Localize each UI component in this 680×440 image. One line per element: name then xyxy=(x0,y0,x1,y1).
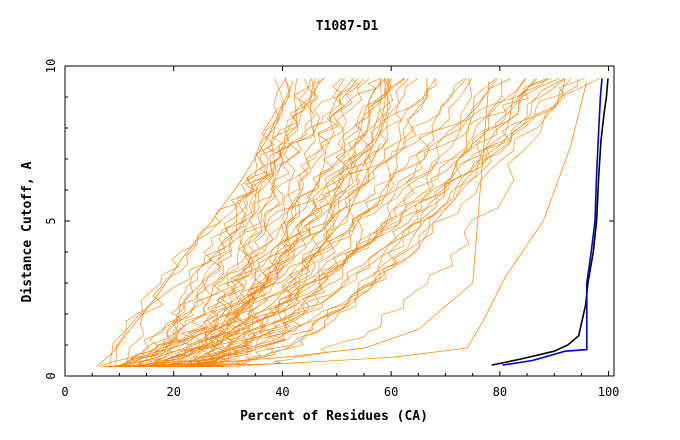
model-curve xyxy=(184,78,579,367)
x-tick-label: 80 xyxy=(493,385,507,399)
model-curve xyxy=(135,78,437,367)
model-curve xyxy=(205,78,552,367)
model-curve xyxy=(111,143,381,368)
y-tick-label: 5 xyxy=(44,217,58,224)
y-tick-label: 10 xyxy=(44,59,58,73)
model-curve xyxy=(162,78,503,367)
x-tick-label: 40 xyxy=(275,385,289,399)
model-curve xyxy=(130,78,526,367)
model-curve xyxy=(206,78,382,367)
model-curve xyxy=(174,78,473,367)
model-curve xyxy=(108,78,527,367)
model-curve xyxy=(135,78,566,367)
model-curve xyxy=(130,78,406,367)
highlight-curve xyxy=(502,78,603,366)
model-curve xyxy=(118,78,498,367)
model-curve xyxy=(206,78,566,367)
model-curve xyxy=(169,78,536,367)
model-curve xyxy=(96,81,294,367)
x-tick-label: 60 xyxy=(384,385,398,399)
model-curve xyxy=(173,81,588,368)
ticks-layer: 0 20 40 60 80 100 0 5 10 xyxy=(44,59,619,399)
model-curve xyxy=(157,78,405,367)
plot-frame xyxy=(64,65,615,377)
model-curve xyxy=(141,78,309,367)
model-curve xyxy=(132,78,343,367)
model-curve xyxy=(149,78,390,367)
model-curve xyxy=(209,78,409,367)
chart-title: T1087-D1 xyxy=(316,19,379,34)
series-layer xyxy=(96,78,609,368)
model-curve xyxy=(123,78,287,367)
highlight-curve xyxy=(491,78,609,366)
model-curve xyxy=(177,78,364,367)
model-curve xyxy=(108,78,354,367)
model-curve xyxy=(177,78,384,367)
model-curve xyxy=(114,78,560,367)
model-curve xyxy=(168,78,390,367)
model-curve xyxy=(129,78,316,367)
model-curve xyxy=(155,78,565,367)
model-curve xyxy=(150,78,468,367)
model-curve xyxy=(118,78,291,367)
model-curve xyxy=(183,78,497,367)
x-tick-label: 20 xyxy=(166,385,180,399)
model-curve xyxy=(121,78,511,367)
model-curve xyxy=(137,78,358,367)
model-curve xyxy=(193,78,323,367)
x-axis-label: Percent of Residues (CA) xyxy=(240,409,428,424)
x-tick-label: 0 xyxy=(61,385,68,399)
model-curve xyxy=(109,78,548,367)
model-curve xyxy=(189,78,428,367)
model-curve xyxy=(115,78,382,367)
model-curve xyxy=(151,78,585,367)
x-tick-label: 100 xyxy=(598,385,620,399)
model-curve xyxy=(200,78,387,367)
model-curve xyxy=(104,78,538,367)
model-curve xyxy=(161,78,429,367)
model-curve xyxy=(130,78,283,367)
model-curve xyxy=(126,78,359,367)
model-curve xyxy=(179,78,299,367)
y-tick-label: 0 xyxy=(44,372,58,379)
model-curve xyxy=(152,78,387,367)
model-curve xyxy=(201,78,370,367)
y-axis-label: Distance Cutoff, A xyxy=(20,161,35,302)
model-curve xyxy=(119,78,548,367)
